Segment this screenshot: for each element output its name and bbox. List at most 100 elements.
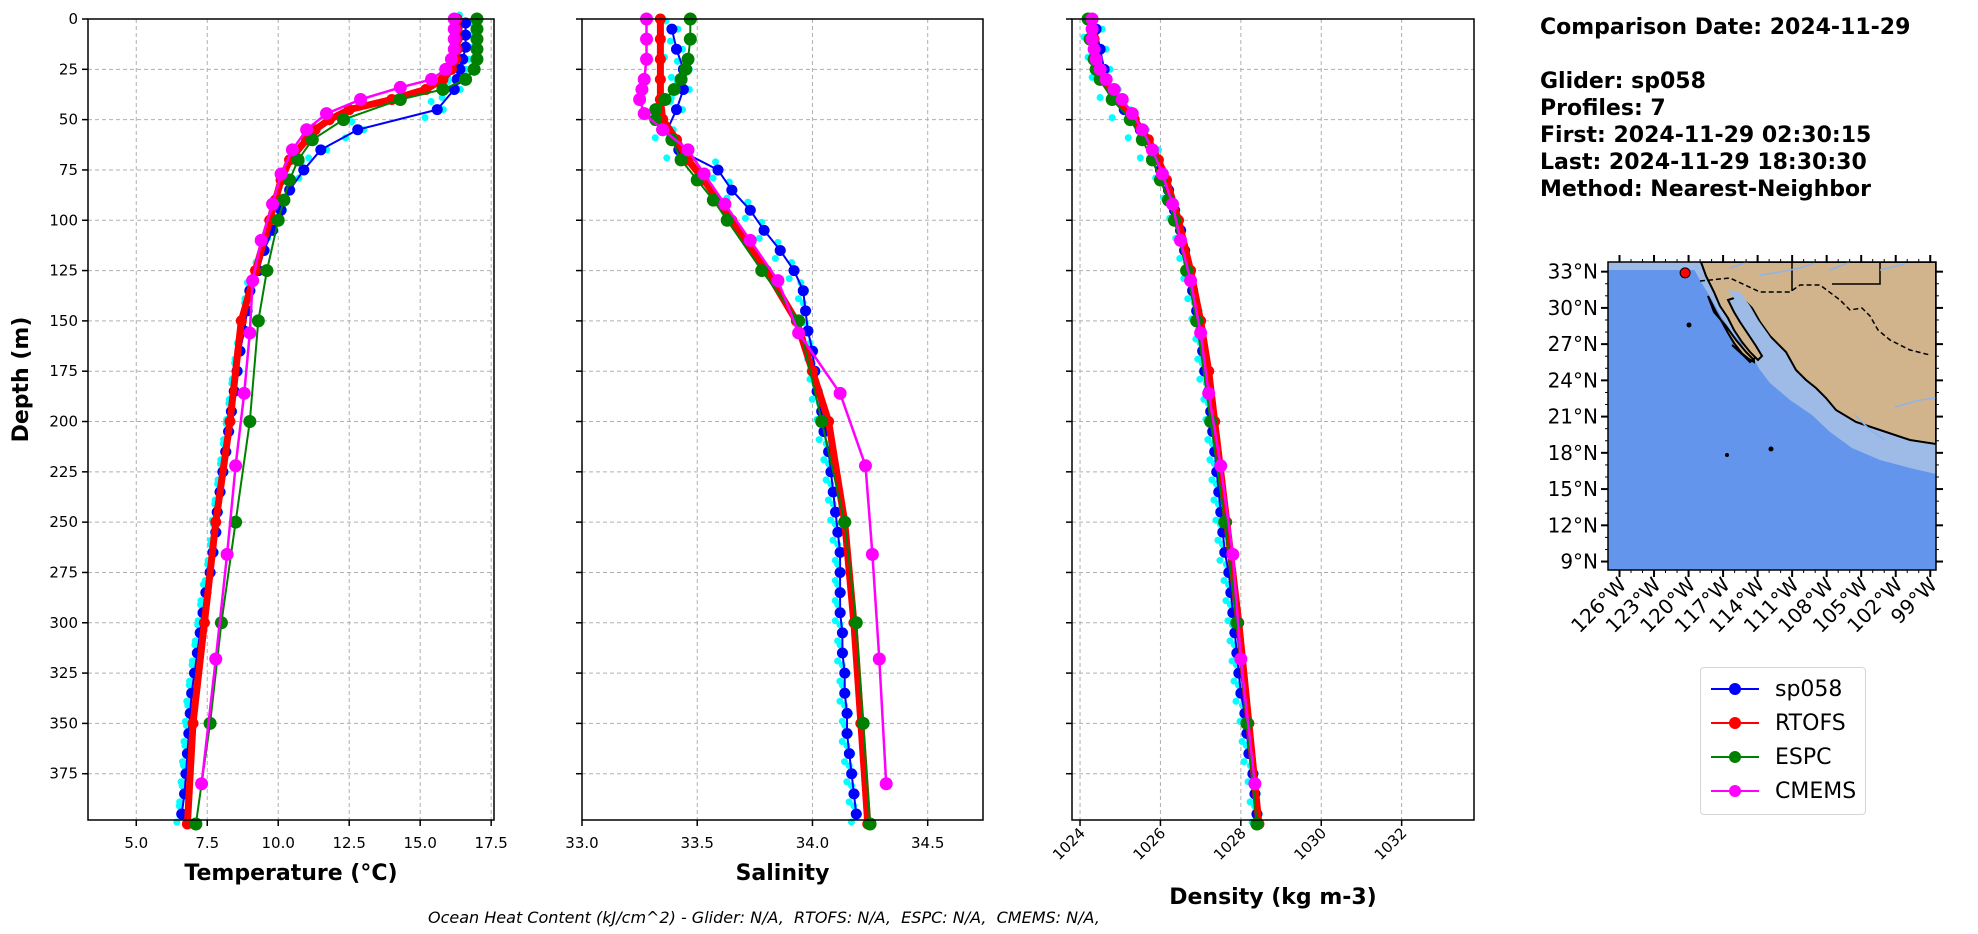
cmems-density-point (1184, 274, 1198, 288)
cmems-temperature-point (447, 32, 461, 46)
espc-salinity-point (683, 32, 697, 46)
cmems-temperature-point (447, 42, 461, 56)
cmems-density-line (1090, 19, 1257, 784)
espc-salinity-point (649, 103, 663, 117)
sp058-profile-point (712, 158, 720, 166)
depth-y-tick-label: 50 (59, 111, 78, 129)
espc-salinity-point (755, 264, 769, 278)
sp058-profile-point (1212, 516, 1220, 524)
cmems-salinity-point (833, 386, 847, 400)
sp058-profile-point (305, 154, 313, 162)
cmems-salinity-point (633, 93, 647, 107)
sp058-profile-point (785, 275, 793, 283)
density-x-tick-label: 1026 (1130, 824, 1170, 864)
espc-salinity-point (665, 133, 679, 147)
cmems-temperature-point (237, 386, 251, 400)
espc-temperature-point (260, 264, 274, 278)
espc-salinity-point (849, 616, 863, 630)
map-lat-label: 18°N (1548, 441, 1598, 465)
depth-y-tick-label: 100 (49, 211, 78, 229)
sp058-temperature-point (460, 41, 472, 53)
cmems-temperature-point (425, 72, 439, 86)
cmems-temperature-point (393, 80, 407, 94)
density-series (1080, 12, 1265, 831)
sp058-profile-point (1224, 617, 1232, 625)
cmems-temperature-point (195, 777, 209, 791)
espc-temperature-point (470, 22, 484, 36)
cmems-temperature-point (319, 107, 333, 121)
cmems-temperature-point (444, 52, 458, 66)
espc-salinity-point (838, 515, 852, 529)
sp058-profile-point (741, 214, 749, 222)
sp058-salinity-point (802, 325, 814, 337)
rtofs-temperature-point (210, 516, 222, 528)
map-lat-label: 27°N (1548, 332, 1598, 356)
espc-temperature-point (459, 72, 473, 86)
sp058-salinity-point (850, 808, 862, 820)
temperature-profile-panel: 5.0 7.5 10.0 12.5 15.0 17.5 0 25 50 75 100 125 150 1… (9, 10, 508, 886)
cmems-density-point (1099, 72, 1113, 86)
sp058-profile-point (667, 73, 675, 81)
map-lat-label: 24°N (1548, 368, 1598, 392)
sp058-salinity-point (726, 184, 738, 196)
sp058-profile-point (829, 536, 837, 544)
sp058-salinity-point (797, 285, 809, 297)
map-gulf-of-california (1728, 290, 1782, 358)
sp058-profile-point (666, 37, 674, 45)
legend-marker-cmems (1711, 785, 1759, 797)
map-latitude-ticks: 33°N 30°N 27°N 24°N 21°N 18°N 15°N 12°N 9°N (1548, 260, 1943, 574)
cmems-salinity-point (718, 197, 732, 211)
sp058-profile-point (421, 114, 429, 122)
sp058-profile-point (744, 198, 752, 206)
depth-y-tick-label: 75 (59, 161, 78, 179)
espc-temperature-point (243, 415, 257, 429)
sp058-salinity-point (836, 647, 848, 659)
espc-salinity-point (863, 817, 877, 831)
sp058-profile-point (820, 456, 828, 464)
temperature-grid (88, 18, 494, 820)
sp058-salinity-point (788, 265, 800, 277)
map-us-mexico-border (1699, 277, 1931, 356)
sp058-salinity-point (834, 587, 846, 599)
cmems-temperature-point (447, 22, 461, 36)
salinity-x-tick-label: 34.0 (796, 834, 829, 852)
map-island-guadalupe (1686, 322, 1692, 328)
cmems-salinity-point (656, 123, 670, 137)
depth-y-axis-label: Depth (m) (9, 317, 34, 443)
temperature-x-tick-label: 10.0 (262, 834, 295, 852)
depth-y-tick-label: 325 (49, 664, 78, 682)
cmems-temperature-line (200, 19, 456, 784)
sp058-salinity-point (846, 768, 858, 780)
temperature-x-tick-label: 17.5 (474, 834, 507, 852)
cmems-density-point (1194, 326, 1208, 340)
last-profile-time: Last: 2024-11-29 18:30:30 (1540, 150, 1867, 175)
cmems-temperature-point (354, 93, 368, 107)
map-lat-label: 21°N (1548, 405, 1598, 429)
temperature-y-ticks: 0 25 50 75 100 125 150 175 200 225 250 275 300 325 350… (49, 10, 88, 783)
salinity-profile-panel: 33.0 33.5 34.0 34.5 Salinity (565, 12, 984, 886)
depth-y-tick-label: 200 (49, 413, 78, 431)
sp058-profile-point (1194, 355, 1202, 363)
cmems-salinity-point (858, 459, 872, 473)
sp058-salinity-point (843, 748, 855, 760)
sp058-density-line (1095, 28, 1258, 815)
map-island-revillagigedo-1 (1725, 453, 1729, 457)
espc-temperature-point (470, 52, 484, 66)
sp058-profile-point (427, 98, 435, 106)
espc-density-point (1105, 93, 1119, 107)
cmems-salinity-point (640, 32, 654, 46)
legend-marker-rtofs (1711, 717, 1759, 729)
legend-label: ESPC (1775, 744, 1832, 770)
sp058-profile-point (841, 758, 849, 766)
sp058-profile-point (1220, 577, 1228, 585)
density-grid (1072, 18, 1474, 820)
density-y-ticks (1066, 18, 1072, 775)
map-rivers (1729, 262, 1936, 441)
sp058-profile-point (1246, 798, 1254, 806)
glider-name: Glider: sp058 (1540, 69, 1706, 94)
temperature-x-tick-label: 7.5 (195, 834, 219, 852)
cmems-density-point (1089, 52, 1103, 66)
espc-salinity-point (667, 82, 681, 96)
depth-y-tick-label: 350 (49, 714, 78, 732)
